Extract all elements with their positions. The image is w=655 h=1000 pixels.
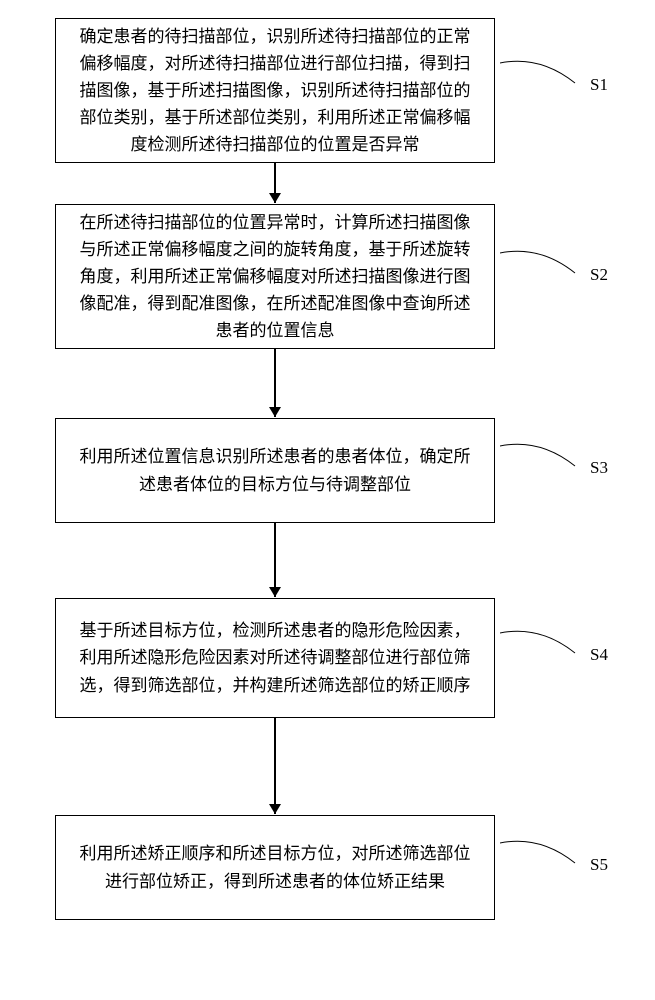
step-text-s4: 基于所述目标方位，检测所述患者的隐形危险因素，利用所述隐形危险因素对所述待调整部… <box>72 617 478 699</box>
step-box-s1: 确定患者的待扫描部位，识别所述待扫描部位的正常偏移幅度，对所述待扫描部位进行部位… <box>55 18 495 163</box>
connector-curve-s3 <box>500 438 580 488</box>
flowchart-container: 确定患者的待扫描部位，识别所述待扫描部位的正常偏移幅度，对所述待扫描部位进行部位… <box>0 0 655 1000</box>
connector-curve-s5 <box>500 835 580 885</box>
step-label-s2: S2 <box>590 265 608 285</box>
step-text-s5: 利用所述矫正顺序和所述目标方位，对所述筛选部位进行部位矫正，得到所述患者的体位矫… <box>72 840 478 894</box>
step-label-s5: S5 <box>590 855 608 875</box>
step-label-s1: S1 <box>590 75 608 95</box>
connector-curve-s4 <box>500 625 580 675</box>
arrow-1 <box>274 163 276 203</box>
step-text-s2: 在所述待扫描部位的位置异常时，计算所述扫描图像与所述正常偏移幅度之间的旋转角度，… <box>72 209 478 345</box>
arrow-4 <box>274 718 276 814</box>
arrow-2 <box>274 349 276 417</box>
step-box-s2: 在所述待扫描部位的位置异常时，计算所述扫描图像与所述正常偏移幅度之间的旋转角度，… <box>55 204 495 349</box>
arrow-3 <box>274 523 276 597</box>
step-text-s3: 利用所述位置信息识别所述患者的患者体位，确定所述患者体位的目标方位与待调整部位 <box>72 443 478 497</box>
step-box-s5: 利用所述矫正顺序和所述目标方位，对所述筛选部位进行部位矫正，得到所述患者的体位矫… <box>55 815 495 920</box>
connector-curve-s1 <box>500 55 580 105</box>
step-text-s1: 确定患者的待扫描部位，识别所述待扫描部位的正常偏移幅度，对所述待扫描部位进行部位… <box>72 23 478 159</box>
step-label-s4: S4 <box>590 645 608 665</box>
step-box-s3: 利用所述位置信息识别所述患者的患者体位，确定所述患者体位的目标方位与待调整部位 <box>55 418 495 523</box>
connector-curve-s2 <box>500 245 580 295</box>
step-label-s3: S3 <box>590 458 608 478</box>
step-box-s4: 基于所述目标方位，检测所述患者的隐形危险因素，利用所述隐形危险因素对所述待调整部… <box>55 598 495 718</box>
